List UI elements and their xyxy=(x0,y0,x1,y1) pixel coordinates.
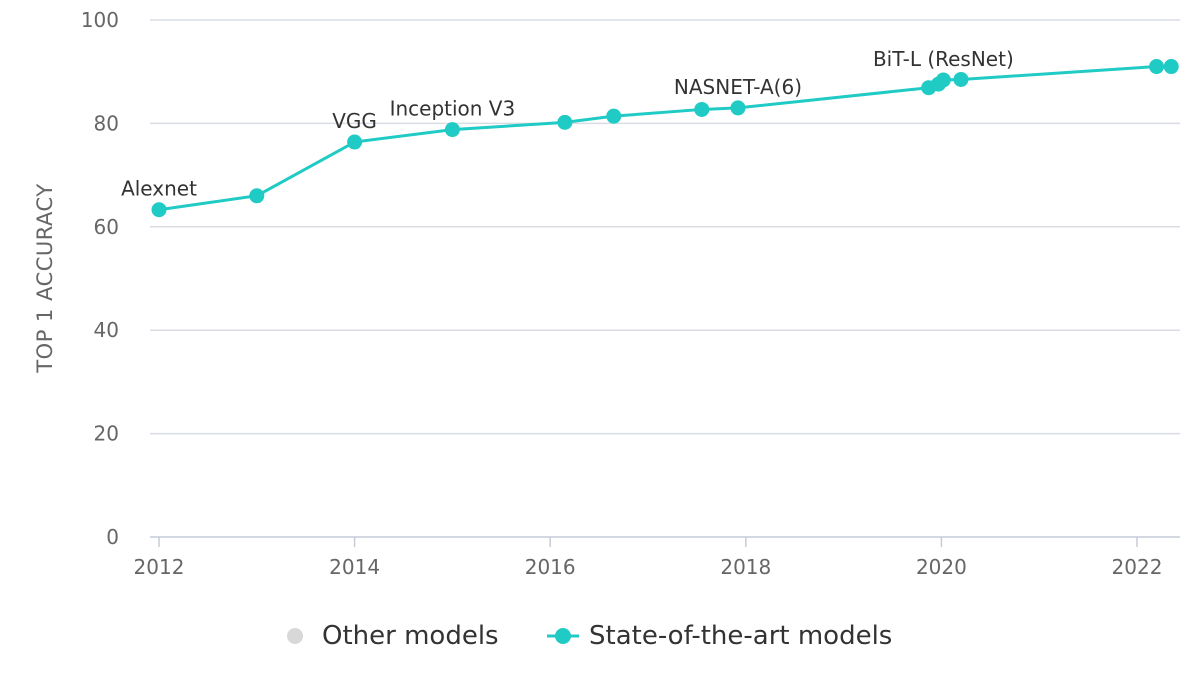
data-point-2[interactable] xyxy=(347,134,363,150)
data-point-6[interactable] xyxy=(694,101,710,117)
x-tick-label-2020: 2020 xyxy=(916,555,967,579)
data-point-10[interactable] xyxy=(935,72,951,88)
data-label-7: NASNET-A(6) xyxy=(674,75,802,99)
legend-label-other-models: Other models xyxy=(322,621,499,651)
legend: Other models State-of-the-art models xyxy=(287,621,892,651)
y-tick-label-100: 100 xyxy=(81,8,119,32)
y-axis-title: TOP 1 ACCURACY xyxy=(33,183,57,373)
data-point-0[interactable] xyxy=(151,202,167,218)
y-tick-label-80: 80 xyxy=(94,111,119,135)
data-point-12[interactable] xyxy=(1149,59,1165,75)
data-label-3: Inception V3 xyxy=(390,97,516,121)
x-tick-label-2016: 2016 xyxy=(525,555,576,579)
y-tick-label-20: 20 xyxy=(94,422,119,446)
legend-marker-other-models xyxy=(287,628,303,644)
labels-layer: Alexnet VGG Inception V3 NASNET-A(6) BiT-L (… xyxy=(121,47,1014,201)
data-point-11[interactable] xyxy=(953,71,969,87)
grid-layer xyxy=(150,19,1180,435)
y-tick-label-60: 60 xyxy=(94,215,119,239)
data-point-4[interactable] xyxy=(557,114,573,130)
x-tick-label-2014: 2014 xyxy=(329,555,380,579)
x-tick-label-2018: 2018 xyxy=(720,555,771,579)
x-tick-label-2012: 2012 xyxy=(134,555,185,579)
data-point-3[interactable] xyxy=(444,122,460,138)
data-point-13[interactable] xyxy=(1163,59,1179,75)
legend-label-state-of-the-art-models: State-of-the-art models xyxy=(589,621,892,651)
legend-item-other-models[interactable]: Other models xyxy=(287,621,499,651)
x-tick-label-2022: 2022 xyxy=(1112,555,1163,579)
data-label-2: VGG xyxy=(332,109,377,133)
axes-layer: 0 20 40 60 80 100 2012 2014 2016 2018 2020 2022 xyxy=(81,8,1180,579)
data-label-10: BiT-L (ResNet) xyxy=(873,47,1014,71)
series-layer xyxy=(151,59,1179,218)
y-tick-label-0: 0 xyxy=(106,525,119,549)
data-point-5[interactable] xyxy=(606,108,622,124)
data-label-0: Alexnet xyxy=(121,177,197,201)
data-point-7[interactable] xyxy=(730,100,746,116)
legend-marker-state-of-the-art xyxy=(555,628,571,644)
data-point-1[interactable] xyxy=(249,188,265,204)
legend-item-state-of-the-art-models[interactable]: State-of-the-art models xyxy=(547,621,892,651)
series-line-state-of-the-art xyxy=(158,65,1172,212)
y-tick-label-40: 40 xyxy=(94,318,119,342)
